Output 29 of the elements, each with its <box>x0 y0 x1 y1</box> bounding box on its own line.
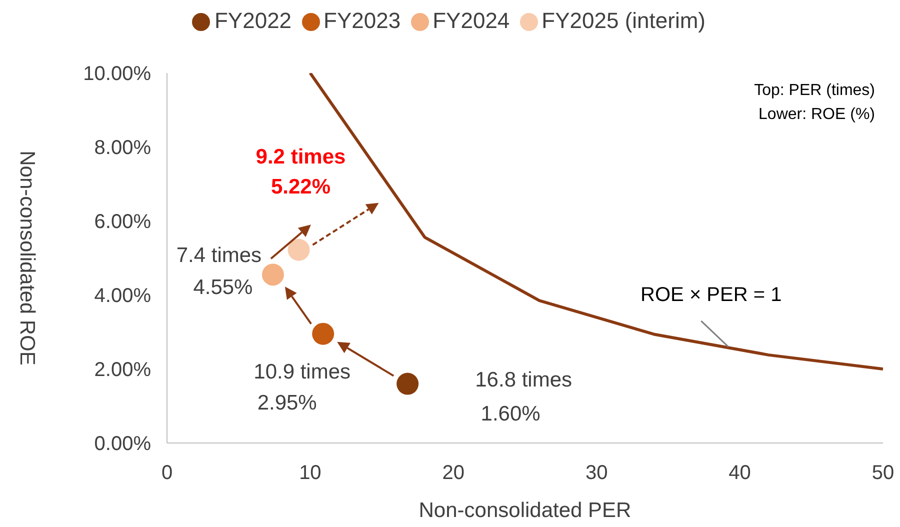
x-tick-label: 40 <box>728 462 751 484</box>
y-axis-title: Non-consolidated ROE <box>16 150 39 366</box>
annotation: 7.4 times 4.55% <box>176 244 262 300</box>
y-tick-label: 10.00% <box>83 63 152 86</box>
y-tick-label: 0.00% <box>94 433 152 456</box>
y-tick-label: 4.00% <box>94 285 152 308</box>
x-axis-title: Non-consolidated PER <box>418 499 632 522</box>
x-tick-label: 0 <box>161 462 173 484</box>
point <box>396 372 419 395</box>
y-tick-label: 8.00% <box>94 137 152 160</box>
annotation: Top: PER (times) <box>754 82 875 99</box>
legend-label: FY2025 (interim) <box>542 8 706 33</box>
annotation: 9.2 times 5.22% <box>256 145 346 198</box>
y-tick-label: 6.00% <box>94 211 152 234</box>
x-tick-label: 30 <box>585 462 608 484</box>
legend-label: FY2023 <box>324 8 401 33</box>
x-tick-label: 20 <box>442 462 465 484</box>
point <box>312 322 334 345</box>
legend-label: FY2024 <box>432 8 510 33</box>
point <box>288 238 310 261</box>
point <box>262 264 284 286</box>
annotation: 10.9 times 2.95% <box>254 360 351 414</box>
legend-label: FY2022 <box>214 8 292 33</box>
annotation: Lower: ROE (%) <box>758 106 875 123</box>
annotation: 16.8 times 1.60% <box>475 368 572 426</box>
series-label: ROE × PER = 1 <box>640 284 782 306</box>
y-tick-label: 2.00% <box>94 359 152 382</box>
x-tick-label: 50 <box>872 462 894 484</box>
x-tick-label: 10 <box>299 462 322 484</box>
